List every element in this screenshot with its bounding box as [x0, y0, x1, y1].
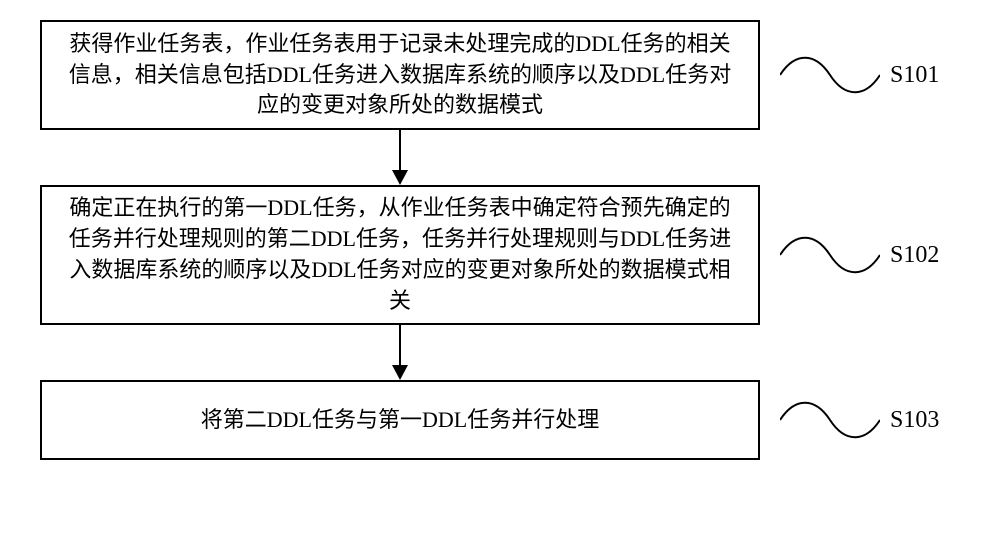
wave-icon	[780, 52, 880, 98]
step-label-connector: S103	[780, 397, 939, 443]
flow-step-row: 将第二DDL任务与第一DDL任务并行处理 S103	[40, 380, 960, 460]
flow-step-box: 确定正在执行的第一DDL任务，从作业任务表中确定符合预先确定的任务并行处理规则的…	[40, 185, 760, 325]
step-label-connector: S102	[780, 232, 939, 278]
flow-step-row: 确定正在执行的第一DDL任务，从作业任务表中确定符合预先确定的任务并行处理规则的…	[40, 185, 960, 325]
flow-step-text: 确定正在执行的第一DDL任务，从作业任务表中确定符合预先确定的任务并行处理规则的…	[62, 193, 738, 316]
flow-step-text: 获得作业任务表，作业任务表用于记录未处理完成的DDL任务的相关信息，相关信息包括…	[62, 29, 738, 121]
flowchart-container: 获得作业任务表，作业任务表用于记录未处理完成的DDL任务的相关信息，相关信息包括…	[40, 20, 960, 460]
flow-step-row: 获得作业任务表，作业任务表用于记录未处理完成的DDL任务的相关信息，相关信息包括…	[40, 20, 960, 130]
flow-step-box: 获得作业任务表，作业任务表用于记录未处理完成的DDL任务的相关信息，相关信息包括…	[40, 20, 760, 130]
flow-arrow	[40, 130, 760, 185]
step-label: S101	[890, 62, 939, 89]
flow-arrow	[40, 325, 760, 380]
step-label-connector: S101	[780, 52, 939, 98]
step-label: S102	[890, 242, 939, 269]
flow-step-text: 将第二DDL任务与第一DDL任务并行处理	[201, 405, 599, 436]
flow-step-box: 将第二DDL任务与第一DDL任务并行处理	[40, 380, 760, 460]
wave-icon	[780, 397, 880, 443]
step-label: S103	[890, 407, 939, 434]
wave-icon	[780, 232, 880, 278]
